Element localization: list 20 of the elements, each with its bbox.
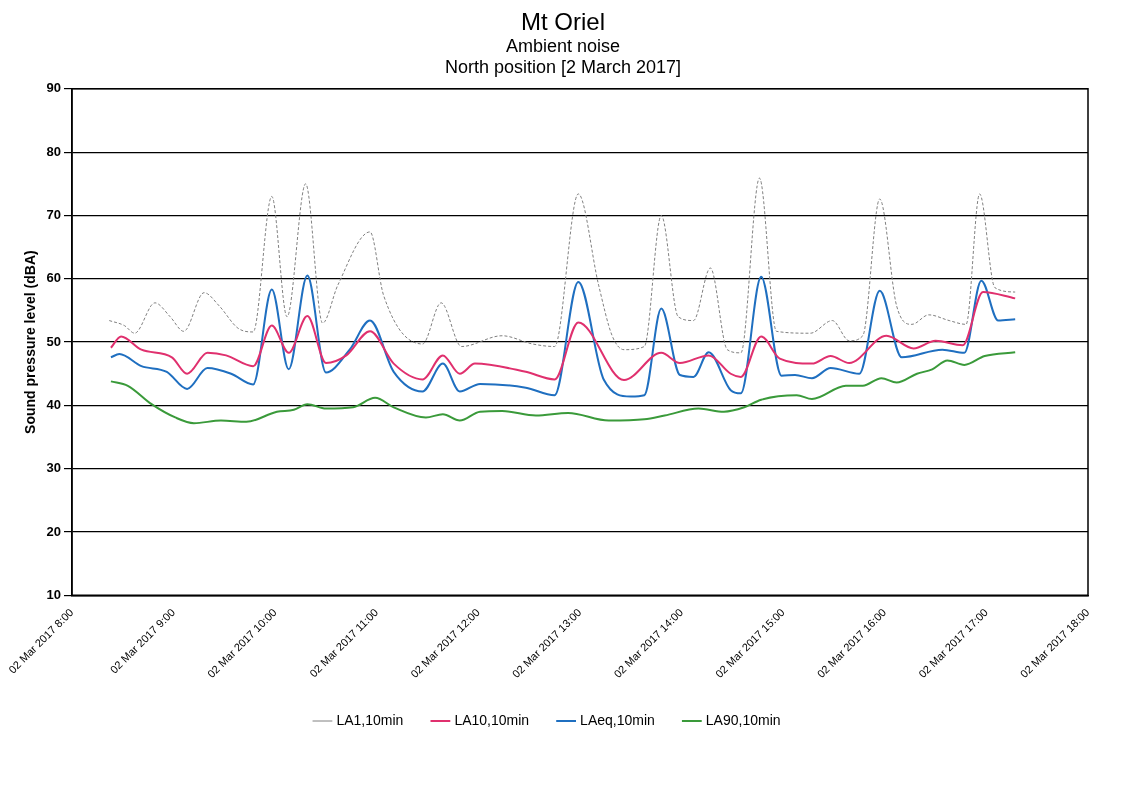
line-series [109,274,1017,398]
legend-label: LAeq,10min [580,711,655,728]
y-tick-label: 50 [46,333,61,349]
chart-subtitle: Ambient noise North position [2 March 2017] [443,36,683,78]
y-tick-label: 90 [46,80,61,96]
legend-label: LA1,10min [336,711,404,728]
line-series [108,177,1016,354]
y-tick-label: 60 [46,270,61,286]
y-axis-title: Sound pressure level (dBA) [21,250,38,434]
chart-title: Mt Oriel [520,8,606,36]
line-series [109,351,1017,425]
y-tick-label: 30 [46,460,61,476]
y-tick-label: 80 [46,143,61,159]
y-tick-label: 10 [46,586,61,602]
y-tick-label: 20 [46,523,61,539]
legend-label: LA10,10min [454,711,530,728]
legend-label: LA90,10min [705,711,781,728]
y-tick-label: 40 [46,396,61,412]
line-series [109,291,1017,382]
y-tick-label: 70 [46,207,61,223]
